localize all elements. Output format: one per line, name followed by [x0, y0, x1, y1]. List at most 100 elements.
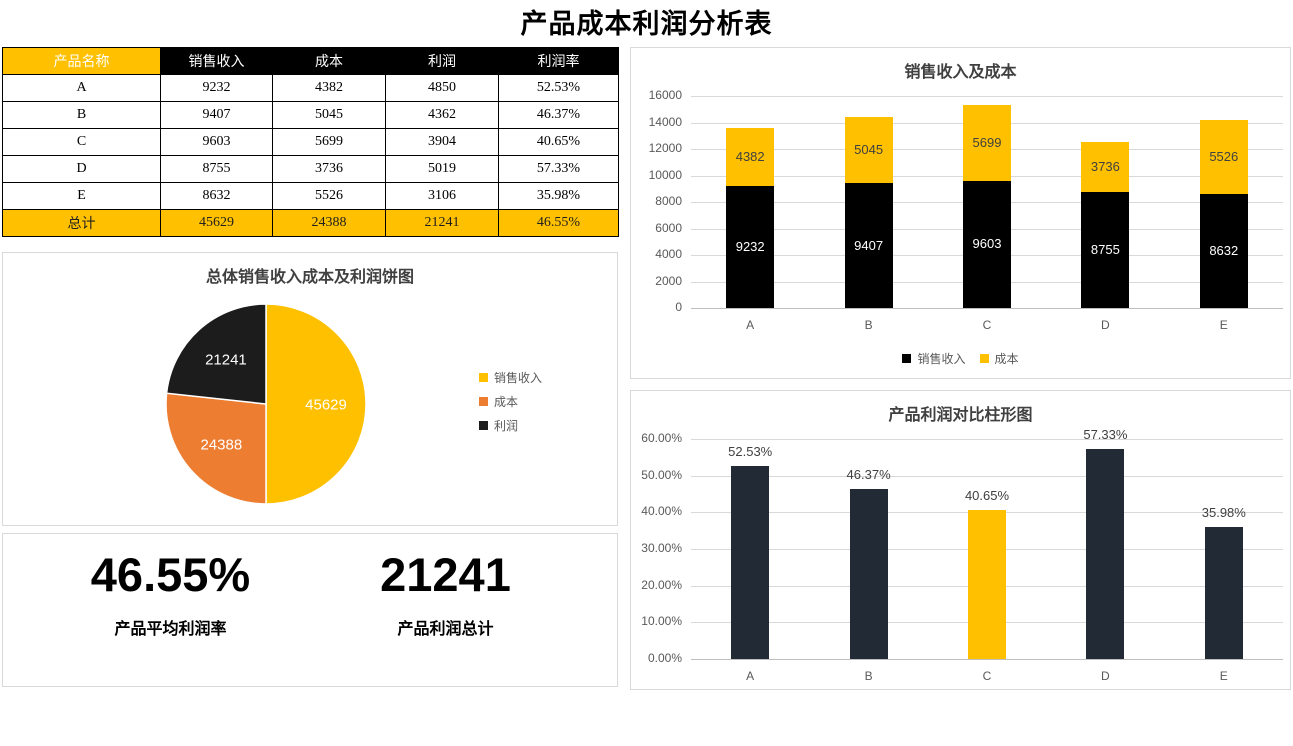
- legend-swatch: [479, 396, 488, 406]
- pie-chart: 45629 24388 21241: [165, 303, 367, 505]
- table-cell[interactable]: 8755: [160, 155, 273, 183]
- table-cell[interactable]: 3106: [385, 182, 499, 210]
- bar-C[interactable]: [968, 509, 1006, 659]
- legend-item-销售收入[interactable]: 销售收入: [479, 365, 542, 389]
- bar-E[interactable]: [1204, 527, 1243, 659]
- table-cell[interactable]: 40.65%: [498, 128, 619, 156]
- table-total-row: 总计 45629 24388 21241 46.55%: [2, 209, 619, 237]
- table-cell[interactable]: 9407: [160, 101, 273, 129]
- pie-chart-title: 总体销售收入成本及利润饼图: [205, 269, 414, 286]
- table-cell[interactable]: 4382: [272, 74, 386, 102]
- bar-data-label: 5045: [854, 141, 884, 157]
- revenue-cost-chart-title: 销售收入及成本: [904, 64, 1017, 81]
- bar-A[interactable]: [731, 466, 770, 659]
- table-cell[interactable]: 46.37%: [498, 101, 619, 129]
- table-row: E 8632 5526 3106 35.98%: [2, 182, 619, 210]
- x-axis-category-label: B: [864, 318, 873, 332]
- table-cell[interactable]: 9603: [160, 128, 273, 156]
- table-cell[interactable]: A: [2, 74, 161, 102]
- table-header-row: 产品名称 销售收入 成本 利润 利润率: [2, 47, 619, 75]
- legend-label: 销售收入: [494, 370, 543, 385]
- profit-rate-chart-panel: 产品利润对比柱形图 60.00% 50.00% 40.00% 30.00% 20.00%…: [630, 390, 1291, 690]
- bar-D[interactable]: [1086, 448, 1125, 659]
- table-cell[interactable]: 5045: [272, 101, 386, 129]
- bar-segment-成本[interactable]: [1199, 120, 1248, 194]
- y-axis-tick-label: 16000: [648, 88, 682, 102]
- pie-legend: 销售收入成本利润: [479, 365, 542, 437]
- table-cell[interactable]: 21241: [385, 209, 499, 237]
- y-axis-tick-label: 60.00%: [641, 431, 682, 445]
- bar-data-label: 5526: [1209, 149, 1239, 165]
- pie-data-label: 45629: [305, 396, 347, 413]
- x-axis-category-label: E: [1219, 669, 1228, 683]
- page-title: 产品成本利润分析表: [520, 9, 773, 39]
- legend-label: 成本: [494, 394, 519, 409]
- x-axis-category-label: C: [982, 318, 992, 332]
- kpi-total-profit-label: 产品利润总计: [397, 621, 494, 639]
- bar-data-label: 3736: [1090, 159, 1120, 175]
- table-cell[interactable]: 总计: [2, 209, 161, 237]
- table-cell[interactable]: 46.55%: [498, 209, 619, 237]
- bar-data-label: 9407: [854, 237, 884, 253]
- x-axis-category-label: B: [864, 669, 873, 683]
- table-cell[interactable]: 9232: [160, 74, 273, 102]
- table-cell[interactable]: 52.53%: [498, 74, 619, 102]
- table-cell[interactable]: 3904: [385, 128, 499, 156]
- bar-segment-销售收入[interactable]: [1199, 193, 1248, 308]
- bar-segment-成本[interactable]: [1081, 142, 1130, 192]
- table-header-cell[interactable]: 销售收入: [160, 47, 273, 75]
- y-axis-tick-label: 12000: [648, 141, 682, 155]
- table-cell[interactable]: 3736: [272, 155, 386, 183]
- table-header-cell[interactable]: 产品名称: [2, 47, 161, 75]
- table-cell[interactable]: 24388: [272, 209, 386, 237]
- legend-swatch: [479, 372, 488, 382]
- bar-segment-成本[interactable]: [963, 105, 1011, 181]
- bar-B[interactable]: [849, 488, 888, 659]
- table-cell[interactable]: D: [2, 155, 161, 183]
- table-cell[interactable]: 4850: [385, 74, 499, 102]
- bar-segment-成本[interactable]: [726, 127, 775, 186]
- x-axis-category-label: A: [746, 318, 755, 332]
- table-cell[interactable]: 45629: [160, 209, 273, 237]
- table-cell[interactable]: 5526: [272, 182, 386, 210]
- table-header-cell[interactable]: 利润: [385, 47, 499, 75]
- legend-item-成本[interactable]: 成本: [479, 389, 542, 413]
- bar-segment-销售收入[interactable]: [1081, 191, 1130, 308]
- table-row: B 9407 5045 4362 46.37%: [2, 101, 619, 129]
- pie-slice-利润[interactable]: [165, 303, 267, 405]
- table-cell[interactable]: B: [2, 101, 161, 129]
- table-header-cell[interactable]: 成本: [272, 47, 386, 75]
- gridline: [691, 96, 1283, 97]
- legend-swatch: [479, 420, 488, 430]
- bar-segment-销售收入[interactable]: [963, 180, 1011, 308]
- pie-slice-成本[interactable]: [165, 392, 267, 505]
- bar-segment-销售收入[interactable]: [844, 183, 893, 308]
- legend-item-利润[interactable]: 利润: [479, 413, 542, 437]
- bar-data-label: 40.65%: [964, 487, 1010, 503]
- kpi-average-profit-rate: 46.55% 产品平均利润率: [38, 550, 303, 639]
- bar-data-label: 8632: [1209, 242, 1239, 258]
- table-header-cell[interactable]: 利润率: [498, 47, 619, 75]
- pie-slice-销售收入[interactable]: [265, 303, 367, 505]
- bar-data-label: 9603: [972, 236, 1002, 252]
- y-axis-tick-label: 20.00%: [641, 577, 682, 592]
- legend-item-销售收入[interactable]: 销售收入: [902, 350, 966, 366]
- table-cell[interactable]: C: [2, 128, 161, 156]
- table-cell[interactable]: 35.98%: [498, 182, 619, 210]
- legend-label: 成本: [994, 351, 1019, 366]
- bar-segment-成本[interactable]: [844, 116, 893, 184]
- table-cell[interactable]: 5699: [272, 128, 386, 156]
- legend-item-成本[interactable]: 成本: [979, 350, 1019, 366]
- table-cell[interactable]: E: [2, 182, 161, 210]
- table-cell[interactable]: 4362: [385, 101, 499, 129]
- y-axis-tick-label: 0.00%: [647, 651, 682, 665]
- table-cell[interactable]: 57.33%: [498, 155, 619, 183]
- y-axis-tick-label: 10.00%: [641, 614, 682, 629]
- bar-segment-销售收入[interactable]: [726, 185, 775, 308]
- gridline: [691, 308, 1283, 309]
- bar-data-label: 9232: [735, 238, 765, 254]
- table-row: C 9603 5699 3904 40.65%: [2, 128, 619, 156]
- table-cell[interactable]: 5019: [385, 155, 499, 183]
- y-axis-tick-label: 6000: [655, 220, 682, 235]
- table-cell[interactable]: 8632: [160, 182, 273, 210]
